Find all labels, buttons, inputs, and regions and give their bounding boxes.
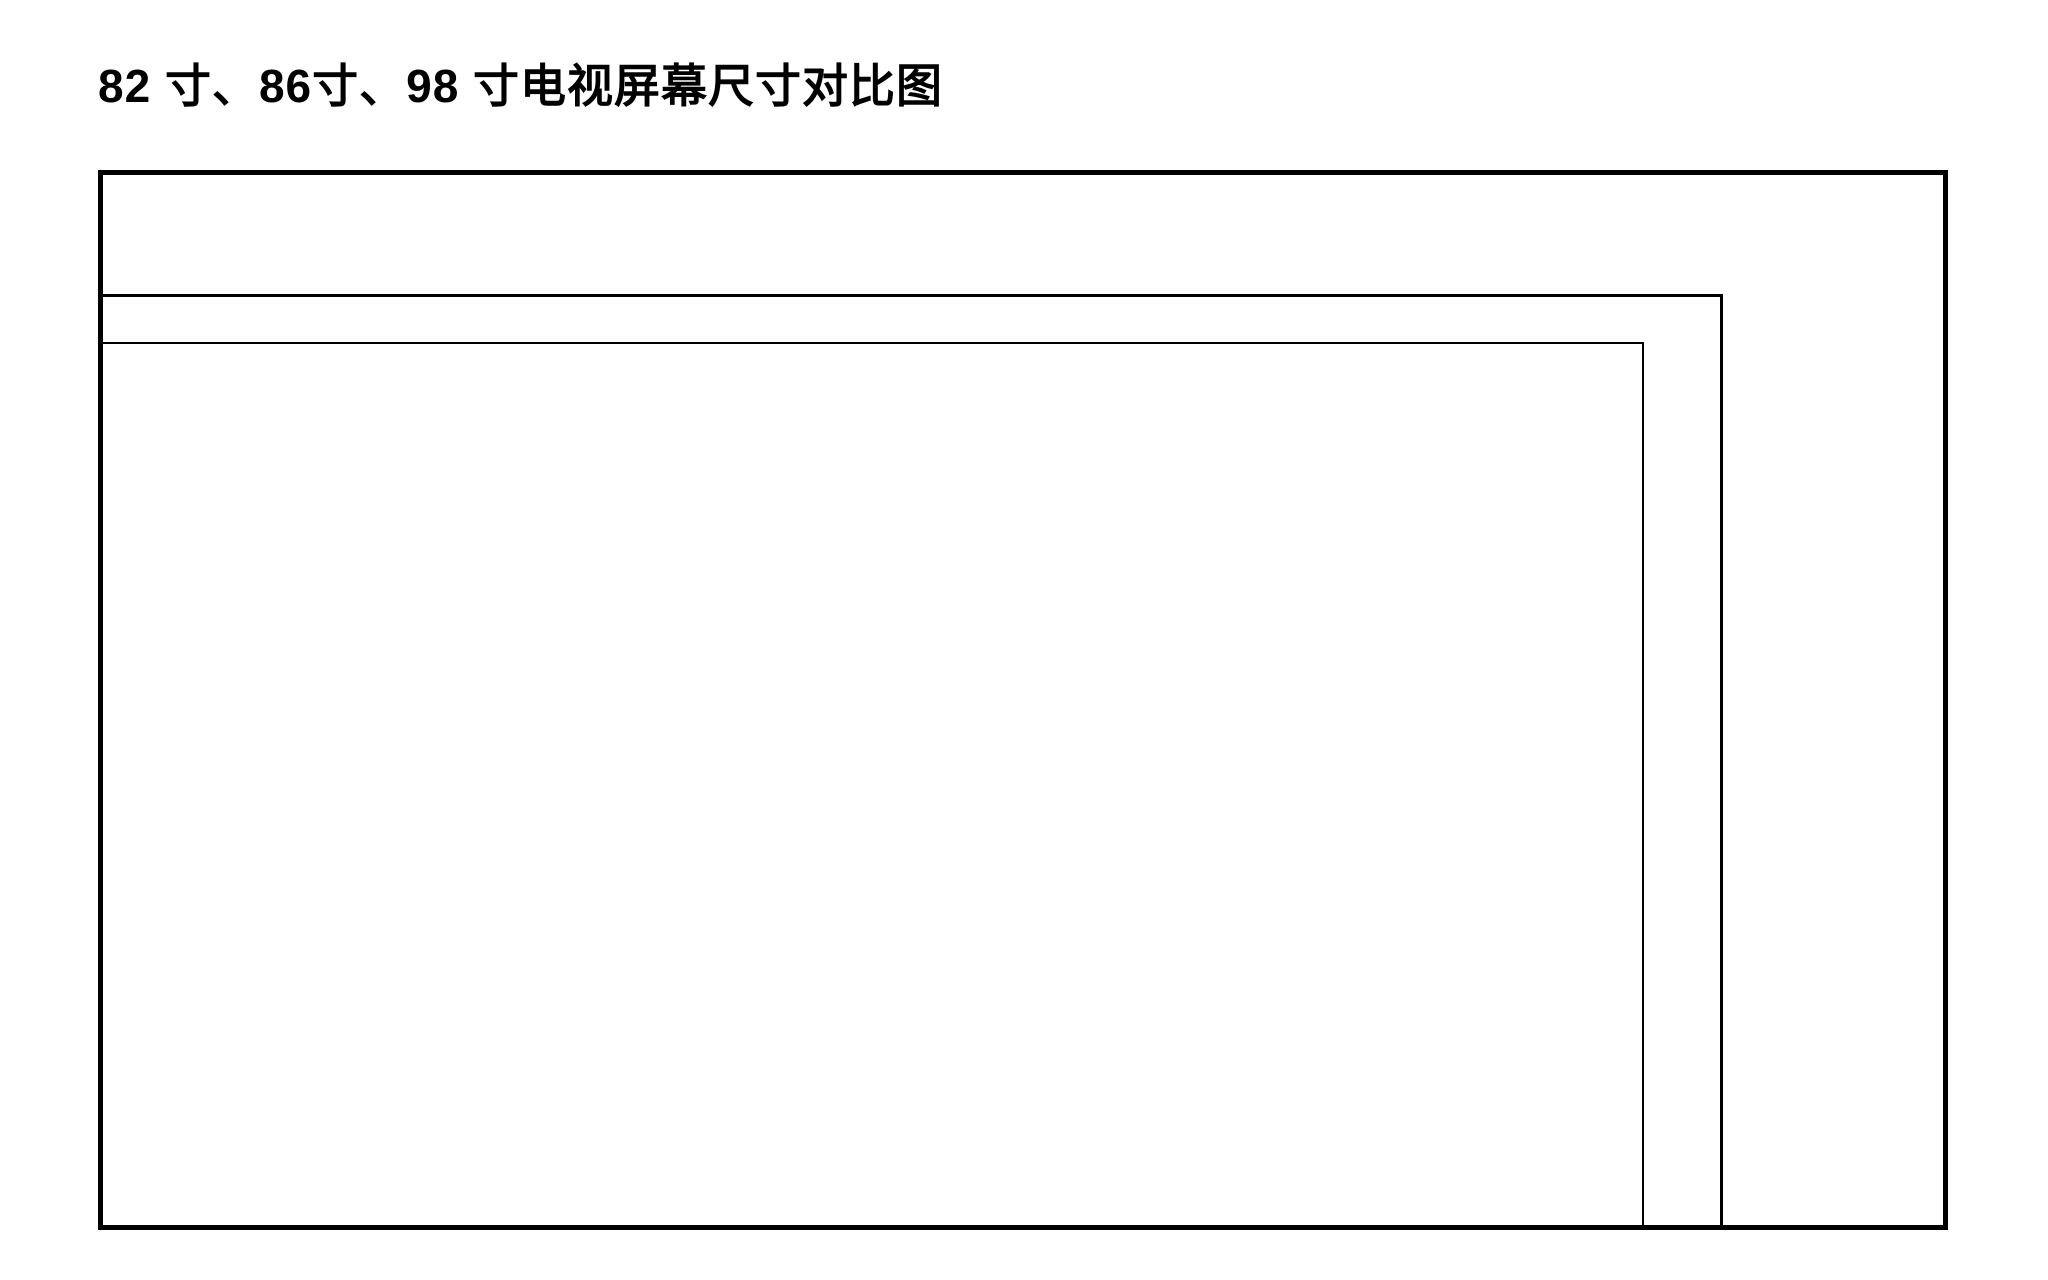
page-title: 82 寸、86寸、98 寸电视屏幕尺寸对比图	[98, 50, 943, 116]
screen-size-diagram: 98寸 2190 1255 86寸 1102.2 1924 82寸 1830 1…	[98, 170, 1948, 1230]
screen-rect-82	[98, 342, 1644, 1230]
